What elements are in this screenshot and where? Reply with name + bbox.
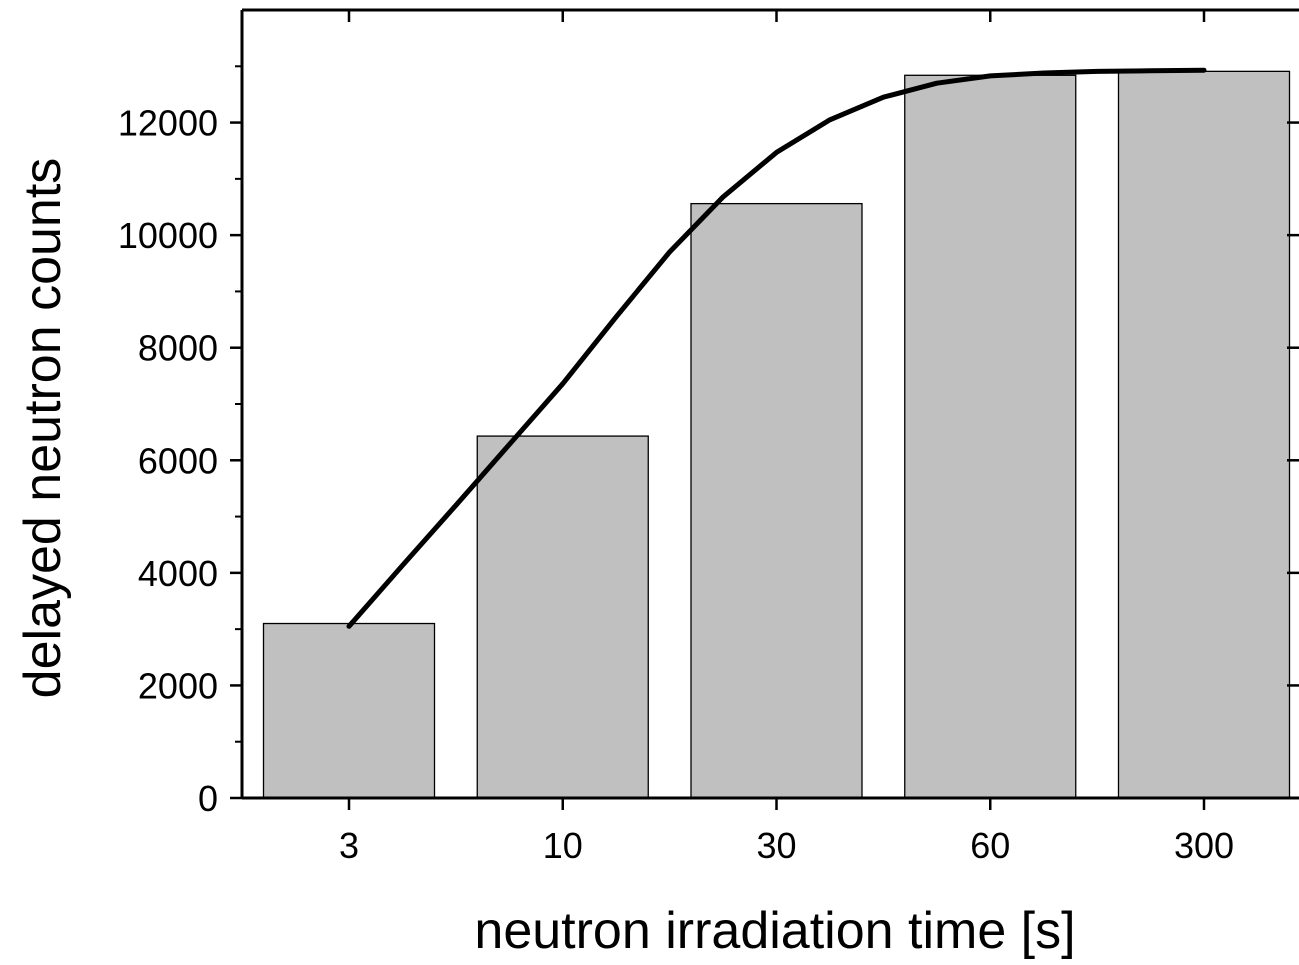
y-tick-label: 6000 — [138, 440, 218, 481]
fit-curve-layer — [346, 67, 1207, 629]
bar-3 — [262, 622, 436, 799]
y-tick-label: 10000 — [118, 215, 218, 256]
bar-60 — [904, 74, 1077, 799]
bar-300 — [1117, 70, 1291, 799]
y-axis-title: delayed neutron counts — [14, 158, 72, 699]
x-tick-label: 60 — [970, 825, 1010, 866]
bars-layer — [262, 70, 1291, 799]
tick-labels-layer: 0 2000 4000 6000 8000 10000 12000 3 10 30 60 300 — [118, 103, 1234, 866]
y-tick-label: 0 — [198, 778, 218, 819]
x-tick-label: 300 — [1174, 825, 1234, 866]
bar-10 — [476, 435, 649, 799]
y-tick-label: 12000 — [118, 103, 218, 144]
y-tick-label: 2000 — [138, 665, 218, 706]
y-tick-label: 4000 — [138, 553, 218, 594]
fit-curve — [346, 67, 1207, 629]
ticks-layer — [230, 10, 1299, 810]
x-tick-label: 3 — [339, 825, 359, 866]
x-tick-label: 10 — [543, 825, 583, 866]
bar-30 — [690, 202, 863, 799]
x-tick-label: 30 — [756, 825, 796, 866]
y-tick-label: 8000 — [138, 328, 218, 369]
x-axis-title: neutron irradiation time [s] — [474, 902, 1075, 960]
